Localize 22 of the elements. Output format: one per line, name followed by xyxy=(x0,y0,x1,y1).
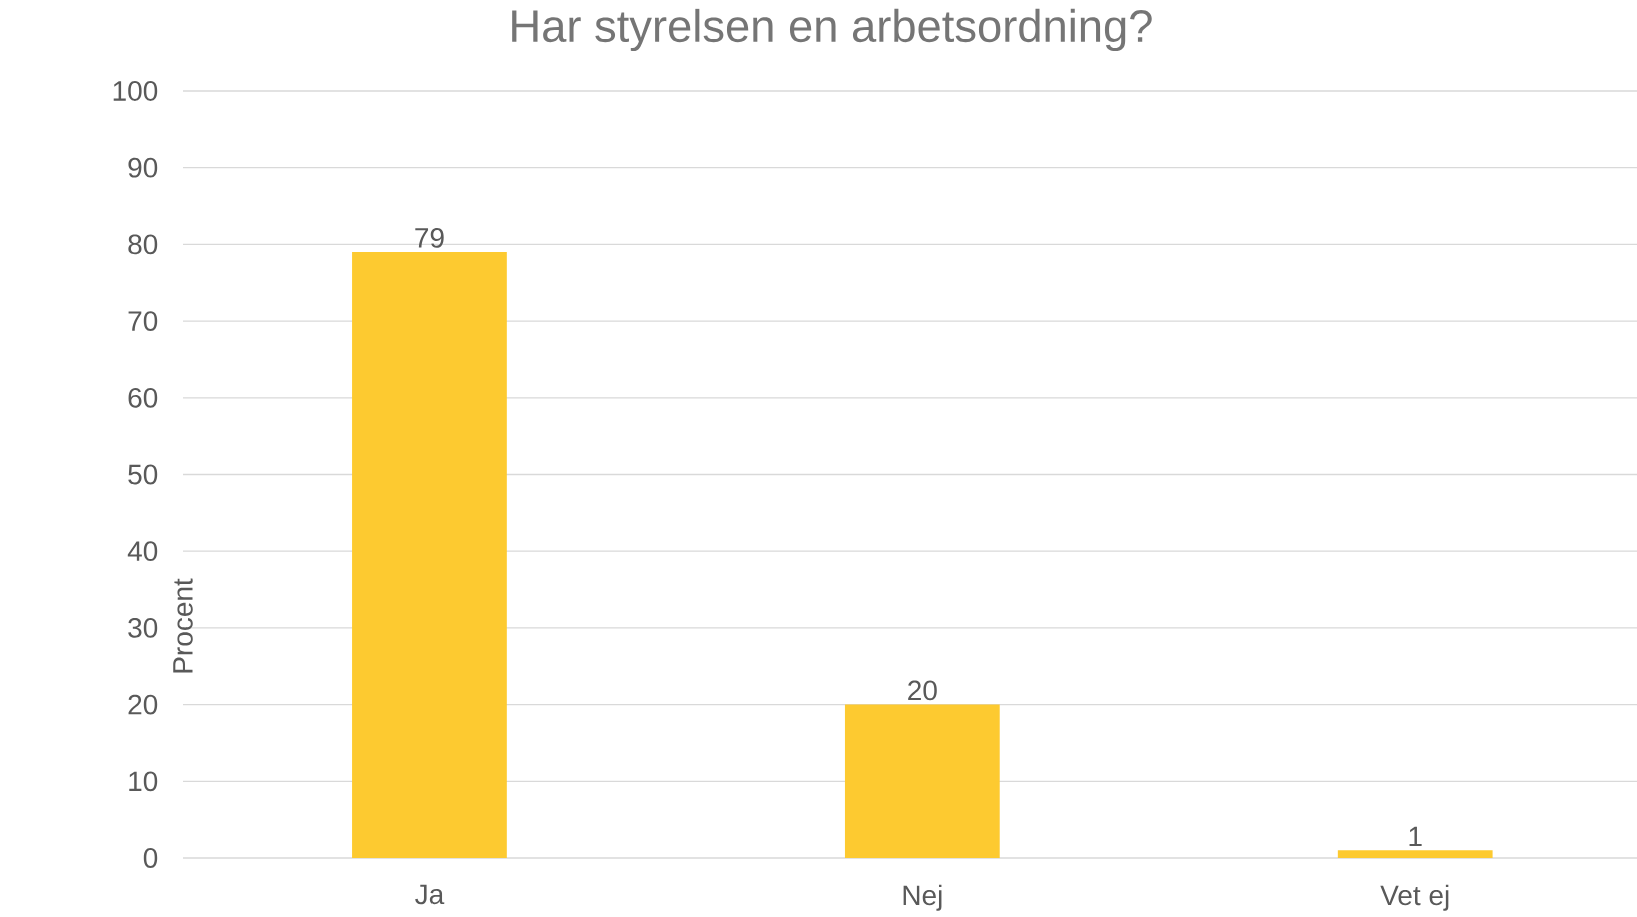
x-tick-label: Vet ej xyxy=(1380,884,1449,911)
y-tick-label: 90 xyxy=(128,157,158,178)
chart-title: Har styrelsen en arbetsordning? xyxy=(512,8,1152,52)
y-axis-title: Procent xyxy=(173,578,193,673)
data-label: 79 xyxy=(415,227,444,248)
y-tick-label: 10 xyxy=(129,771,158,792)
y-tick-label: 80 xyxy=(128,234,158,255)
bar xyxy=(352,252,507,858)
x-tick-label: Nej xyxy=(903,884,942,911)
y-tick-label: 30 xyxy=(128,617,158,638)
x-tick-label: Ja xyxy=(415,884,445,905)
y-tick-label: 20 xyxy=(128,694,158,715)
y-tick-label: 70 xyxy=(128,311,158,331)
data-label: 20 xyxy=(908,680,937,701)
y-tick-label: 40 xyxy=(127,541,158,562)
y-tick-label: 100 xyxy=(113,81,158,101)
y-tick-label: 50 xyxy=(128,464,158,485)
bar xyxy=(1337,850,1493,858)
bar xyxy=(844,704,1000,858)
y-tick-label: 0 xyxy=(143,848,158,868)
y-tick-label: 60 xyxy=(128,387,158,408)
data-label: 1 xyxy=(1409,826,1422,847)
